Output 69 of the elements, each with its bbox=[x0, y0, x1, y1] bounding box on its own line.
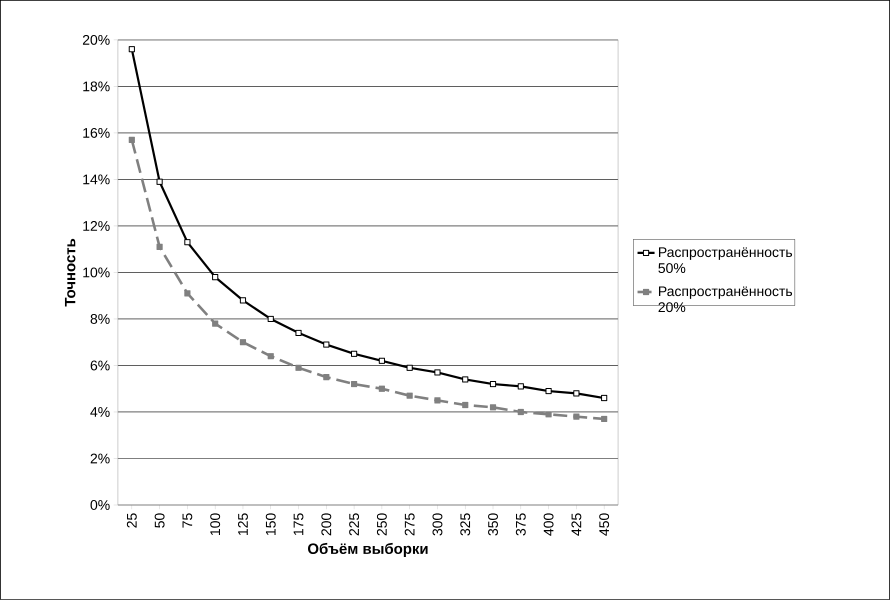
x-tick-label: 300 bbox=[432, 513, 442, 536]
y-tick-label: 8% bbox=[90, 314, 110, 324]
point bbox=[240, 339, 246, 346]
y-tick-label: 18% bbox=[83, 81, 110, 92]
legend-label: Распространённость 50% bbox=[658, 247, 792, 274]
x-tick-label: 75 bbox=[182, 513, 192, 528]
y-tick-label: 12% bbox=[83, 221, 110, 231]
point bbox=[128, 136, 135, 144]
point bbox=[323, 341, 330, 348]
y-tick-label: 0% bbox=[90, 500, 110, 510]
point bbox=[406, 364, 413, 371]
x-tick-label: 200 bbox=[321, 513, 332, 536]
y-axis-title: Точность bbox=[64, 238, 76, 307]
point bbox=[378, 386, 385, 392]
x-tick-label: 225 bbox=[349, 513, 360, 536]
point bbox=[212, 320, 218, 327]
point bbox=[351, 350, 358, 357]
x-tick-label: 350 bbox=[488, 513, 498, 536]
y-tick-label: 10% bbox=[83, 268, 110, 278]
point bbox=[351, 381, 358, 388]
point bbox=[240, 297, 246, 304]
x-tick-label: 25 bbox=[126, 513, 137, 528]
x-tick-label: 375 bbox=[516, 513, 526, 536]
y-tick-label: 16% bbox=[83, 128, 110, 138]
x-tick-label: 250 bbox=[376, 513, 387, 536]
x-tick-label: 425 bbox=[571, 513, 582, 536]
point bbox=[406, 392, 413, 399]
x-tick-label: 125 bbox=[238, 513, 248, 536]
point bbox=[378, 358, 385, 364]
point bbox=[295, 330, 302, 336]
point bbox=[434, 369, 441, 376]
point bbox=[156, 244, 163, 250]
y-tick-label: 20% bbox=[82, 34, 110, 45]
point bbox=[490, 381, 496, 388]
point bbox=[462, 402, 468, 408]
point bbox=[128, 46, 135, 52]
point bbox=[323, 374, 330, 380]
point bbox=[295, 364, 302, 371]
x-axis-title: Объём выборки bbox=[308, 542, 428, 557]
point bbox=[184, 239, 190, 246]
x-tick-label: 50 bbox=[154, 513, 165, 528]
x-tick-label: 100 bbox=[210, 513, 220, 536]
point bbox=[156, 178, 163, 185]
point bbox=[573, 390, 580, 396]
point bbox=[601, 416, 608, 422]
point bbox=[518, 408, 524, 416]
x-tick-label: 400 bbox=[544, 513, 554, 536]
y-tick-label: 14% bbox=[83, 174, 110, 184]
y-tick-label: 2% bbox=[90, 454, 110, 464]
point bbox=[184, 290, 190, 296]
y-tick-label: 4% bbox=[90, 407, 110, 417]
point bbox=[268, 316, 274, 322]
point bbox=[434, 397, 441, 404]
point bbox=[546, 411, 552, 418]
point bbox=[573, 414, 580, 420]
point bbox=[490, 404, 496, 410]
point bbox=[546, 388, 552, 394]
x-tick-label: 150 bbox=[266, 513, 276, 536]
point bbox=[462, 376, 468, 383]
x-tick-label: 325 bbox=[460, 513, 470, 536]
x-tick-label: 275 bbox=[404, 513, 415, 536]
point bbox=[518, 383, 524, 390]
x-tick-label: 450 bbox=[599, 513, 610, 536]
x-tick-label: 175 bbox=[294, 513, 304, 536]
legend-label: Распространённость 20% bbox=[658, 286, 792, 312]
y-tick-label: 6% bbox=[90, 360, 110, 370]
point bbox=[268, 353, 274, 360]
point bbox=[212, 274, 218, 280]
point bbox=[601, 394, 608, 402]
